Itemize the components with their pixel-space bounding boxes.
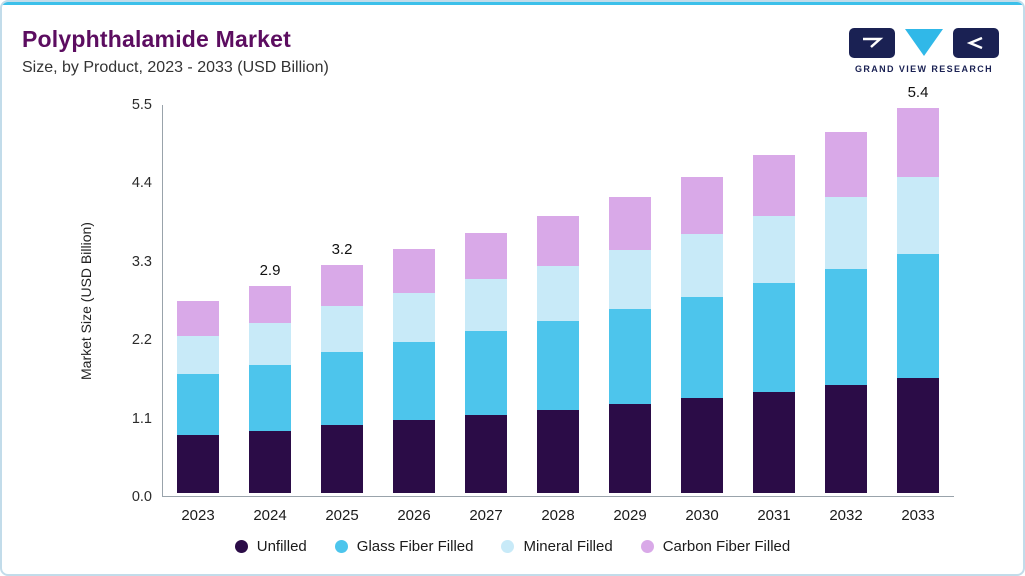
legend-item-unfilled: Unfilled — [234, 538, 307, 555]
bar-segment-glass-fiber-filled — [393, 341, 435, 420]
bar-segment-unfilled — [609, 403, 651, 493]
grand-view-research-logo: GRAND VIEW RESEARCH — [849, 28, 999, 74]
logo-triangle-icon — [904, 29, 944, 57]
bar-segment-carbon-fiber-filled — [393, 249, 435, 294]
legend-label: Unfilled — [256, 538, 307, 555]
legend-dot-icon — [334, 540, 348, 553]
chart-header: Polyphthalamide Market Size, by Product,… — [22, 26, 329, 77]
bar-total-label: 3.2 — [331, 240, 353, 258]
bar-segment-mineral-filled — [249, 323, 291, 365]
x-axis-label: 2029 — [613, 507, 647, 524]
bar-segment-mineral-filled — [321, 306, 363, 352]
bar-segment-mineral-filled — [465, 279, 507, 332]
bar-segment-mineral-filled — [177, 335, 219, 374]
bar-segment-glass-fiber-filled — [465, 331, 507, 415]
bar-segment-carbon-fiber-filled — [465, 232, 507, 280]
logo-marks — [849, 28, 999, 58]
y-tick-label: 2.2 — [131, 332, 152, 349]
y-tick-label: 4.4 — [131, 175, 152, 192]
bar-segment-unfilled — [825, 384, 867, 493]
bar-segment-glass-fiber-filled — [897, 254, 939, 378]
legend-label: Carbon Fiber Filled — [662, 538, 791, 555]
bar-segment-mineral-filled — [825, 197, 867, 270]
logo-text: GRAND VIEW RESEARCH — [854, 64, 994, 74]
legend-label: Mineral Filled — [523, 538, 613, 555]
bar-segment-glass-fiber-filled — [753, 283, 795, 392]
legend-item-glass-fiber-filled: Glass Fiber Filled — [334, 538, 474, 555]
bar-segment-unfilled — [249, 431, 291, 493]
bar-segment-unfilled — [681, 398, 723, 493]
bar-segment-glass-fiber-filled — [609, 309, 651, 404]
x-axis-label: 2030 — [685, 507, 719, 524]
bar-segment-mineral-filled — [537, 265, 579, 322]
bar-segment-glass-fiber-filled — [321, 351, 363, 425]
bar-segment-glass-fiber-filled — [177, 374, 219, 436]
logo-g-mark-icon — [849, 28, 895, 58]
bar-segment-unfilled — [177, 435, 219, 493]
bar-segment-glass-fiber-filled — [681, 297, 723, 399]
bar-total-label: 2.9 — [259, 262, 281, 280]
legend-item-mineral-filled: Mineral Filled — [501, 538, 613, 555]
bar-segment-carbon-fiber-filled — [537, 215, 579, 266]
bar-segment-glass-fiber-filled — [537, 321, 579, 410]
legend-item-carbon-fiber-filled: Carbon Fiber Filled — [640, 538, 791, 555]
bar-segment-unfilled — [897, 377, 939, 493]
bar-segment-carbon-fiber-filled — [177, 300, 219, 336]
bar-segment-mineral-filled — [753, 215, 795, 284]
page-title: Polyphthalamide Market — [22, 26, 291, 52]
legend-dot-icon — [501, 540, 515, 553]
bar-segment-carbon-fiber-filled — [681, 176, 723, 234]
y-tick-label: 1.1 — [131, 410, 152, 427]
x-axis-label: 2033 — [901, 507, 935, 524]
bar-segment-glass-fiber-filled — [249, 364, 291, 431]
x-axis-label: 2023 — [181, 507, 215, 524]
page-subtitle: Size, by Product, 2023 - 2033 (USD Billi… — [22, 59, 329, 76]
bar-segment-carbon-fiber-filled — [897, 108, 939, 178]
bar-segment-carbon-fiber-filled — [321, 264, 363, 307]
bar-segment-carbon-fiber-filled — [825, 132, 867, 198]
legend-dot-icon — [640, 540, 654, 553]
bar-segment-mineral-filled — [609, 249, 651, 310]
bar-segment-unfilled — [537, 409, 579, 493]
bar-segment-mineral-filled — [393, 293, 435, 342]
logo-arrow-mark-icon — [953, 28, 999, 58]
bar-segment-unfilled — [321, 424, 363, 493]
top-accent-bar — [2, 2, 1023, 5]
bar-segment-carbon-fiber-filled — [753, 155, 795, 216]
x-axis-label: 2028 — [541, 507, 575, 524]
y-tick-label: 5.5 — [131, 97, 152, 113]
legend-label: Glass Fiber Filled — [356, 538, 474, 555]
y-tick-label: 3.3 — [131, 253, 152, 270]
x-axis-label: 2027 — [469, 507, 503, 524]
chart-legend: Unfilled Glass Fiber Filled Mineral Filled… — [2, 538, 1023, 555]
x-axis-label: 2025 — [325, 507, 359, 524]
bar-segment-carbon-fiber-filled — [609, 196, 651, 250]
bar-segment-carbon-fiber-filled — [249, 286, 291, 324]
bar-total-label: 5.4 — [907, 84, 929, 102]
x-axis-label: 2031 — [757, 507, 791, 524]
bar-segment-mineral-filled — [681, 233, 723, 297]
x-axis-label: 2032 — [829, 507, 863, 524]
legend-dot-icon — [234, 540, 248, 553]
bar-segment-glass-fiber-filled — [825, 269, 867, 385]
plot-area — [162, 105, 954, 497]
bar-segment-unfilled — [393, 419, 435, 493]
bar-segment-unfilled — [753, 391, 795, 493]
bar-segment-mineral-filled — [897, 177, 939, 255]
x-axis-label: 2026 — [397, 507, 431, 524]
y-axis-label: Market Size (USD Billion) — [78, 222, 94, 380]
bar-segment-unfilled — [465, 414, 507, 493]
y-tick-label: 0.0 — [131, 489, 152, 505]
x-axis-label: 2024 — [253, 507, 287, 524]
